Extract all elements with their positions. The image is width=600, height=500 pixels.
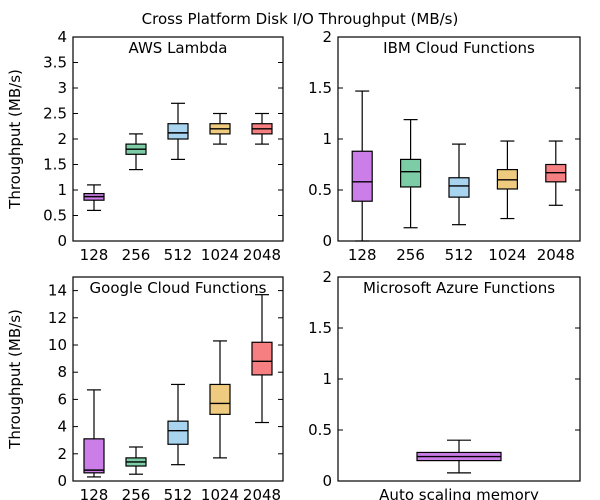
y-tick-label: 8 bbox=[57, 363, 67, 381]
panel-3: Microsoft Azure Functions 0 0.5 1 1.5 2 Auto s… bbox=[308, 268, 581, 500]
box-256 bbox=[125, 446, 147, 475]
iqr-box bbox=[400, 158, 422, 188]
y-tick-label: 0 bbox=[322, 472, 332, 490]
box-128 bbox=[83, 389, 105, 478]
y-tick-label: 2 bbox=[322, 28, 332, 46]
y-tick-label: 12 bbox=[48, 309, 67, 327]
y-tick-label: 2 bbox=[57, 445, 67, 463]
box-512 bbox=[448, 143, 470, 226]
box-512 bbox=[167, 102, 189, 160]
x-tick-label: 1024 bbox=[201, 486, 239, 500]
x-tick-label: 512 bbox=[445, 246, 474, 264]
box-256 bbox=[400, 119, 422, 229]
box-1024 bbox=[209, 112, 231, 145]
x-tick-label: 128 bbox=[348, 246, 377, 264]
box-1024 bbox=[496, 140, 518, 220]
panel-0: AWS Lambda 0 0.5 1 1.5 2 2.5 3 3.5 4 Throughput (M… bbox=[6, 28, 284, 264]
y-tick-label: 1.5 bbox=[308, 79, 332, 97]
panel-title: IBM Cloud Functions bbox=[383, 39, 535, 57]
iqr-box bbox=[351, 150, 373, 202]
panel-title: AWS Lambda bbox=[129, 39, 228, 57]
y-tick-label: 2 bbox=[322, 268, 332, 286]
x-tick-label: 256 bbox=[396, 246, 425, 264]
box-Auto scaling memory bbox=[416, 439, 502, 474]
iqr-box bbox=[167, 420, 189, 445]
x-tick-label: 2048 bbox=[243, 486, 281, 500]
box-128 bbox=[83, 184, 105, 211]
y-tick-label: 1.5 bbox=[43, 156, 67, 174]
box-1024 bbox=[209, 340, 231, 459]
iqr-box bbox=[251, 341, 273, 376]
y-axis-label: Throughput (MB/s) bbox=[6, 69, 24, 210]
y-tick-label: 4 bbox=[57, 28, 67, 46]
y-tick-label: 1.5 bbox=[308, 319, 332, 337]
x-tick-label: 1024 bbox=[488, 246, 526, 264]
x-tick-label: 2048 bbox=[243, 246, 281, 264]
x-tick-label: 128 bbox=[80, 246, 109, 264]
iqr-box bbox=[167, 123, 189, 140]
panel-title: Microsoft Azure Functions bbox=[363, 279, 555, 297]
iqr-box bbox=[209, 383, 231, 415]
y-tick-label: 14 bbox=[48, 282, 67, 300]
y-tick-label: 1 bbox=[322, 370, 332, 388]
y-axis-label: Throughput (MB/s) bbox=[6, 309, 24, 450]
x-tick-label: Auto scaling memory bbox=[379, 486, 539, 500]
x-tick-label: 512 bbox=[164, 246, 193, 264]
x-tick-label: 1024 bbox=[201, 246, 239, 264]
box-128 bbox=[351, 90, 373, 242]
box-512 bbox=[167, 383, 189, 466]
box-2048 bbox=[545, 140, 567, 206]
y-tick-label: 1 bbox=[322, 130, 332, 148]
x-tick-label: 256 bbox=[122, 246, 151, 264]
box-2048 bbox=[251, 294, 273, 424]
y-tick-label: 6 bbox=[57, 390, 67, 408]
y-tick-label: 1 bbox=[57, 181, 67, 199]
y-tick-label: 3 bbox=[57, 79, 67, 97]
y-tick-label: 10 bbox=[48, 336, 67, 354]
x-tick-label: 512 bbox=[164, 486, 193, 500]
y-tick-label: 0.5 bbox=[43, 207, 67, 225]
plot-frame bbox=[72, 276, 284, 482]
y-tick-label: 0 bbox=[57, 232, 67, 250]
box-2048 bbox=[251, 112, 273, 145]
panel-1: IBM Cloud Functions 0 0.5 1 1.5 2 128 256 512 102… bbox=[308, 28, 581, 264]
iqr-box bbox=[448, 177, 470, 198]
box-256 bbox=[125, 133, 147, 171]
y-tick-label: 0 bbox=[57, 472, 67, 490]
y-tick-label: 0 bbox=[322, 232, 332, 250]
iqr-box bbox=[83, 438, 105, 474]
x-tick-label: 256 bbox=[122, 486, 151, 500]
y-tick-label: 0.5 bbox=[308, 181, 332, 199]
panel-title: Google Cloud Functions bbox=[90, 279, 267, 297]
x-tick-label: 128 bbox=[80, 486, 109, 500]
chart-main-title: Cross Platform Disk I/O Throughput (MB/s… bbox=[142, 10, 459, 28]
y-tick-label: 0.5 bbox=[308, 421, 332, 439]
x-tick-label: 2048 bbox=[537, 246, 575, 264]
y-tick-label: 2.5 bbox=[43, 105, 67, 123]
y-tick-label: 2 bbox=[57, 130, 67, 148]
y-tick-label: 3.5 bbox=[43, 54, 67, 72]
panel-2: Google Cloud Functions 0 2 4 6 8 10 12 14 Through… bbox=[6, 276, 284, 500]
y-tick-label: 4 bbox=[57, 418, 67, 436]
